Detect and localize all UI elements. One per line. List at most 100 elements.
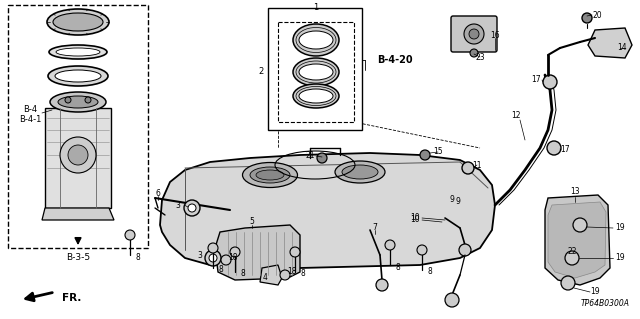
Circle shape (125, 230, 135, 240)
Text: 19: 19 (615, 224, 625, 233)
Text: TP64B0300A: TP64B0300A (581, 299, 630, 308)
Polygon shape (160, 153, 495, 268)
Ellipse shape (256, 170, 284, 180)
FancyBboxPatch shape (451, 16, 497, 52)
Text: 8: 8 (396, 263, 401, 271)
Ellipse shape (335, 161, 385, 183)
Ellipse shape (53, 13, 103, 31)
Circle shape (469, 29, 479, 39)
FancyBboxPatch shape (268, 8, 362, 130)
Text: 9: 9 (449, 196, 454, 204)
Circle shape (230, 247, 240, 257)
Polygon shape (588, 28, 632, 58)
Text: 17: 17 (531, 76, 541, 85)
Circle shape (565, 251, 579, 265)
Text: 4: 4 (262, 273, 268, 283)
Ellipse shape (47, 9, 109, 35)
Text: 17: 17 (560, 145, 570, 154)
Text: 8: 8 (301, 270, 305, 278)
Text: 7: 7 (372, 224, 378, 233)
Text: 2: 2 (259, 68, 264, 77)
Ellipse shape (342, 165, 378, 179)
Text: 20: 20 (592, 11, 602, 19)
Circle shape (385, 240, 395, 250)
Ellipse shape (56, 48, 100, 56)
Circle shape (68, 145, 88, 165)
Circle shape (184, 200, 200, 216)
Polygon shape (260, 265, 282, 285)
Ellipse shape (48, 66, 108, 86)
Ellipse shape (50, 92, 106, 112)
FancyBboxPatch shape (278, 22, 354, 122)
Ellipse shape (49, 45, 107, 59)
Bar (45, 108, 111, 208)
Circle shape (208, 243, 218, 253)
Text: 16: 16 (490, 32, 500, 41)
Text: 9: 9 (456, 197, 460, 206)
Circle shape (317, 153, 327, 163)
Ellipse shape (445, 293, 459, 307)
Ellipse shape (299, 89, 333, 103)
Ellipse shape (299, 31, 333, 49)
Circle shape (290, 247, 300, 257)
Circle shape (188, 204, 196, 212)
Text: B-4: B-4 (23, 106, 37, 115)
Text: 10: 10 (410, 213, 420, 222)
Circle shape (462, 162, 474, 174)
Ellipse shape (459, 244, 471, 256)
Circle shape (464, 24, 484, 44)
Polygon shape (548, 202, 606, 278)
Circle shape (205, 250, 221, 266)
Ellipse shape (55, 70, 101, 82)
Ellipse shape (243, 162, 298, 188)
Text: 11: 11 (472, 160, 482, 169)
Text: 23: 23 (475, 53, 485, 62)
Text: 8: 8 (219, 265, 223, 275)
Text: 5: 5 (250, 218, 255, 226)
Text: B-3-5: B-3-5 (66, 254, 90, 263)
Circle shape (547, 141, 561, 155)
Ellipse shape (250, 167, 290, 183)
Text: 8: 8 (241, 270, 245, 278)
Ellipse shape (58, 96, 98, 108)
Text: 6: 6 (156, 189, 161, 197)
Text: 14: 14 (617, 43, 627, 53)
Text: B-4-1: B-4-1 (19, 115, 41, 124)
Text: 19: 19 (590, 287, 600, 296)
Text: 15: 15 (433, 147, 443, 157)
Circle shape (60, 137, 96, 173)
Circle shape (470, 49, 478, 57)
Text: 10: 10 (410, 216, 420, 225)
Ellipse shape (293, 84, 339, 108)
Text: 8: 8 (428, 268, 433, 277)
Text: 3: 3 (175, 201, 180, 210)
Circle shape (85, 97, 91, 103)
Circle shape (420, 150, 430, 160)
Text: 8: 8 (136, 253, 140, 262)
Circle shape (280, 270, 290, 280)
Ellipse shape (293, 24, 339, 56)
FancyBboxPatch shape (8, 5, 148, 248)
Ellipse shape (299, 64, 333, 80)
Text: 13: 13 (570, 188, 580, 197)
Text: 18: 18 (228, 254, 237, 263)
Text: 19: 19 (615, 254, 625, 263)
Ellipse shape (293, 58, 339, 86)
Text: 3: 3 (198, 250, 202, 259)
Circle shape (582, 13, 592, 23)
Polygon shape (42, 208, 114, 220)
Text: B-4-20: B-4-20 (377, 55, 413, 65)
Circle shape (221, 255, 231, 265)
Circle shape (561, 276, 575, 290)
Circle shape (543, 75, 557, 89)
Circle shape (376, 279, 388, 291)
Text: 18: 18 (287, 268, 297, 277)
Circle shape (65, 97, 71, 103)
Polygon shape (545, 195, 610, 285)
Circle shape (417, 245, 427, 255)
Circle shape (573, 218, 587, 232)
Text: 22: 22 (567, 248, 577, 256)
Text: FR.: FR. (62, 293, 81, 303)
Circle shape (209, 254, 217, 262)
Text: 21: 21 (305, 151, 315, 160)
